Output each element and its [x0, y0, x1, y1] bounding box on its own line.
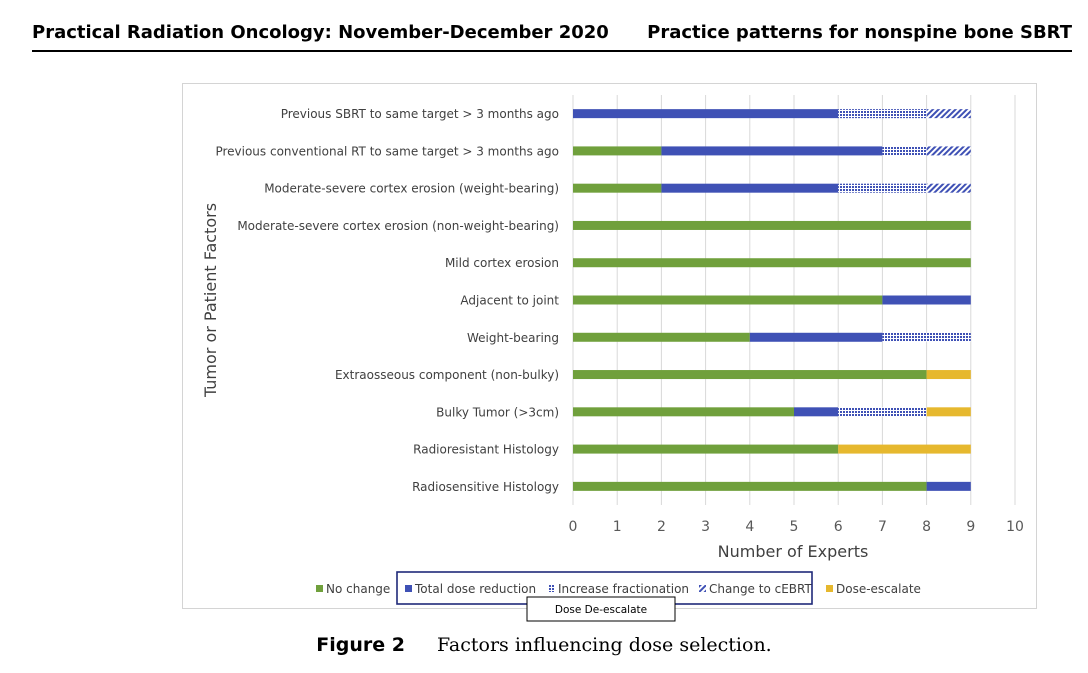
category-label: Previous conventional RT to same target … [215, 144, 559, 158]
bar-segment [838, 444, 971, 454]
bar-segment [882, 295, 971, 305]
x-tick-label: 3 [701, 519, 710, 535]
bar-segment [573, 258, 971, 268]
bar-segment [838, 183, 927, 193]
bar-segment [926, 481, 971, 491]
x-tick-label: 6 [834, 519, 843, 535]
category-label: Radiosensitive Histology [412, 480, 559, 494]
category-label: Weight-bearing [467, 331, 559, 345]
bar-segment [838, 109, 927, 119]
category-label: Moderate-severe cortex erosion (non-weig… [237, 219, 559, 233]
legend-swatch [826, 585, 833, 592]
bar-segment [573, 444, 839, 454]
category-label: Extraosseous component (non-bulky) [335, 368, 559, 382]
bars [573, 109, 971, 491]
bar-segment [661, 146, 883, 156]
bar-segment [573, 295, 883, 305]
legend-swatch [316, 585, 323, 592]
legend: No change Total dose reduction Increase fr… [316, 582, 921, 596]
category-label: Mild cortex erosion [445, 256, 559, 270]
category-label: Previous SBRT to same target > 3 months … [281, 107, 559, 121]
legend-swatch [699, 585, 706, 592]
x-tick-label: 5 [790, 519, 799, 535]
category-labels: Previous SBRT to same target > 3 months … [215, 107, 559, 494]
bar-segment [661, 183, 839, 193]
x-tick-label: 10 [1006, 519, 1024, 535]
bar-segment [749, 332, 883, 342]
category-label: Adjacent to joint [460, 294, 559, 308]
figure-label: Figure 2 [316, 634, 405, 656]
figure-caption-text: Factors influencing dose selection. [437, 634, 772, 656]
bar-segment [573, 109, 839, 119]
bar-segment [573, 370, 927, 380]
legend-group-label: Dose De-escalate [555, 604, 647, 616]
bar-segment [573, 220, 971, 230]
x-tick-label: 1 [613, 519, 622, 535]
bar-segment [926, 109, 971, 119]
x-tick-label: 2 [657, 519, 666, 535]
legend-swatch [405, 585, 412, 592]
category-label: Moderate-severe cortex erosion (weight-b… [264, 182, 559, 196]
bar-segment [882, 146, 927, 156]
bar-segment [882, 332, 971, 342]
legend-swatch [548, 585, 555, 592]
y-axis-title: Tumor or Patient Factors [201, 203, 220, 398]
category-label: Radioresistant Histology [413, 443, 559, 457]
bar-segment [838, 407, 927, 417]
legend-label: Dose-escalate [836, 582, 921, 596]
journal-title: Practical Radiation Oncology: November-D… [32, 22, 609, 43]
x-tick-label: 7 [878, 519, 887, 535]
legend-label: Increase fractionation [558, 582, 689, 596]
figure-caption: Figure 2 Factors influencing dose select… [0, 634, 1088, 656]
x-tick-label: 9 [966, 519, 975, 535]
bar-segment [573, 332, 750, 342]
bar-segment [573, 481, 927, 491]
category-label: Bulky Tumor (>3cm) [436, 405, 559, 419]
x-axis-title: Number of Experts [718, 542, 869, 561]
bar-segment [926, 183, 971, 193]
bar-segment [926, 146, 971, 156]
running-title: Practice patterns for nonspine bone SBRT [647, 22, 1072, 43]
bar-segment [573, 146, 662, 156]
legend-label: Change to cEBRT [709, 582, 812, 596]
legend-label: Total dose reduction [414, 582, 536, 596]
legend-group-label-box [526, 596, 676, 622]
x-tick-label: 8 [922, 519, 931, 535]
bar-segment [926, 370, 971, 380]
legend-label: No change [326, 582, 390, 596]
x-tick-label: 0 [569, 519, 578, 535]
page-header: Practical Radiation Oncology: November-D… [32, 22, 1072, 52]
bar-segment [794, 407, 839, 417]
bar-segment [926, 407, 971, 417]
bar-segment [573, 183, 662, 193]
x-tick-labels: 0 1 2 3 4 5 6 7 8 9 10 [569, 519, 1024, 535]
x-tick-label: 4 [745, 519, 754, 535]
bar-segment [573, 407, 794, 417]
